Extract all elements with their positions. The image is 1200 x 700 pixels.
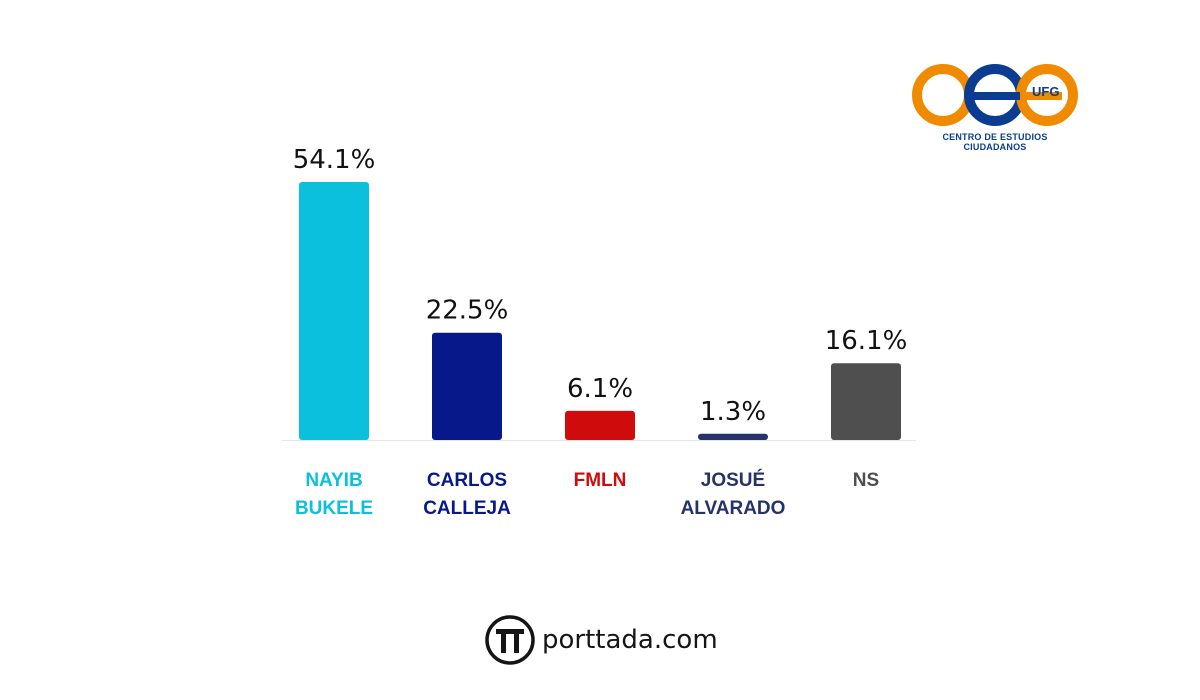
bar [565,410,635,440]
data-label: 1.3% [700,397,766,427]
category-label: NAYIB [305,470,362,491]
brand-name: porttada.com [542,625,718,655]
data-label: 6.1% [567,374,633,404]
category-label: CALLEJA [423,498,511,519]
bar [698,433,768,440]
logo-badge: UFG [1032,84,1060,99]
cec-ufg-logo: UFG CENTRO DE ESTUDIOS CIUDADANOS [910,62,1090,152]
category-label: JOSUÉ [701,469,765,491]
data-label: 54.1% [293,145,376,175]
category-label: CARLOS [427,470,507,491]
bar [831,363,901,440]
category-label: ALVARADO [681,498,786,519]
data-label: 22.5% [426,296,509,326]
category-label: NS [853,470,879,491]
cec-logo-icon [912,64,1078,126]
tt-circle-icon [485,615,535,665]
logo-caption: CENTRO DE ESTUDIOS CIUDADANOS [942,132,1048,152]
bar [432,332,502,440]
category-label: BUKELE [295,498,373,519]
data-label: 16.1% [825,326,908,356]
brand-footer: porttada.com [484,614,718,666]
bar [299,182,369,440]
category-label: FMLN [574,470,627,491]
